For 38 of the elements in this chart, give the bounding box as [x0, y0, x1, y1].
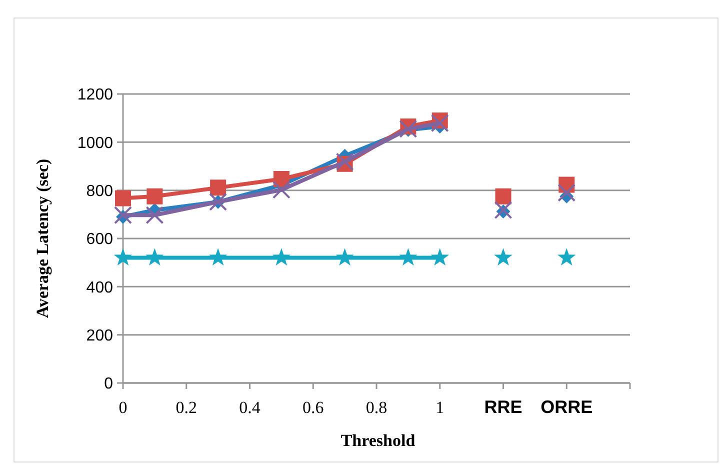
y-tick-label: 0	[104, 376, 114, 393]
x-tick-label: RRE	[484, 397, 522, 417]
y-tick-label: 600	[86, 231, 114, 248]
y-tick-label: 1200	[77, 86, 114, 104]
point	[494, 201, 512, 220]
x-tick-label: ORRE	[540, 397, 593, 417]
point	[272, 180, 290, 199]
point	[146, 188, 163, 204]
y-tick-label: 200	[86, 327, 114, 344]
x-tick-label: 1	[436, 398, 444, 417]
point	[557, 248, 576, 266]
y-tick-label: 1000	[77, 134, 114, 152]
point	[399, 120, 418, 138]
x-axis-title: Threshold	[340, 431, 416, 450]
point	[115, 190, 131, 206]
point	[146, 206, 164, 224]
point	[210, 180, 226, 196]
point	[430, 114, 449, 132]
x-tick-label: 0.8	[366, 398, 388, 417]
y-tick-label: 400	[86, 279, 114, 296]
x-tick-label: 0.2	[176, 398, 197, 417]
x-tick-label: 0.4	[239, 398, 261, 417]
point	[114, 206, 132, 224]
x-tick-label: 0	[118, 398, 128, 417]
point	[494, 248, 512, 266]
point	[495, 188, 512, 204]
point	[399, 248, 418, 266]
y-axis-title: Average Latency (sec)	[33, 158, 52, 318]
y-tick-label: 800	[86, 182, 114, 200]
point	[336, 248, 354, 266]
point	[208, 248, 228, 266]
point	[558, 184, 576, 202]
point	[272, 248, 291, 266]
point	[336, 152, 354, 171]
point	[146, 248, 164, 266]
point	[430, 248, 450, 266]
x-tick-label: 0.6	[302, 398, 324, 417]
point	[114, 248, 132, 266]
